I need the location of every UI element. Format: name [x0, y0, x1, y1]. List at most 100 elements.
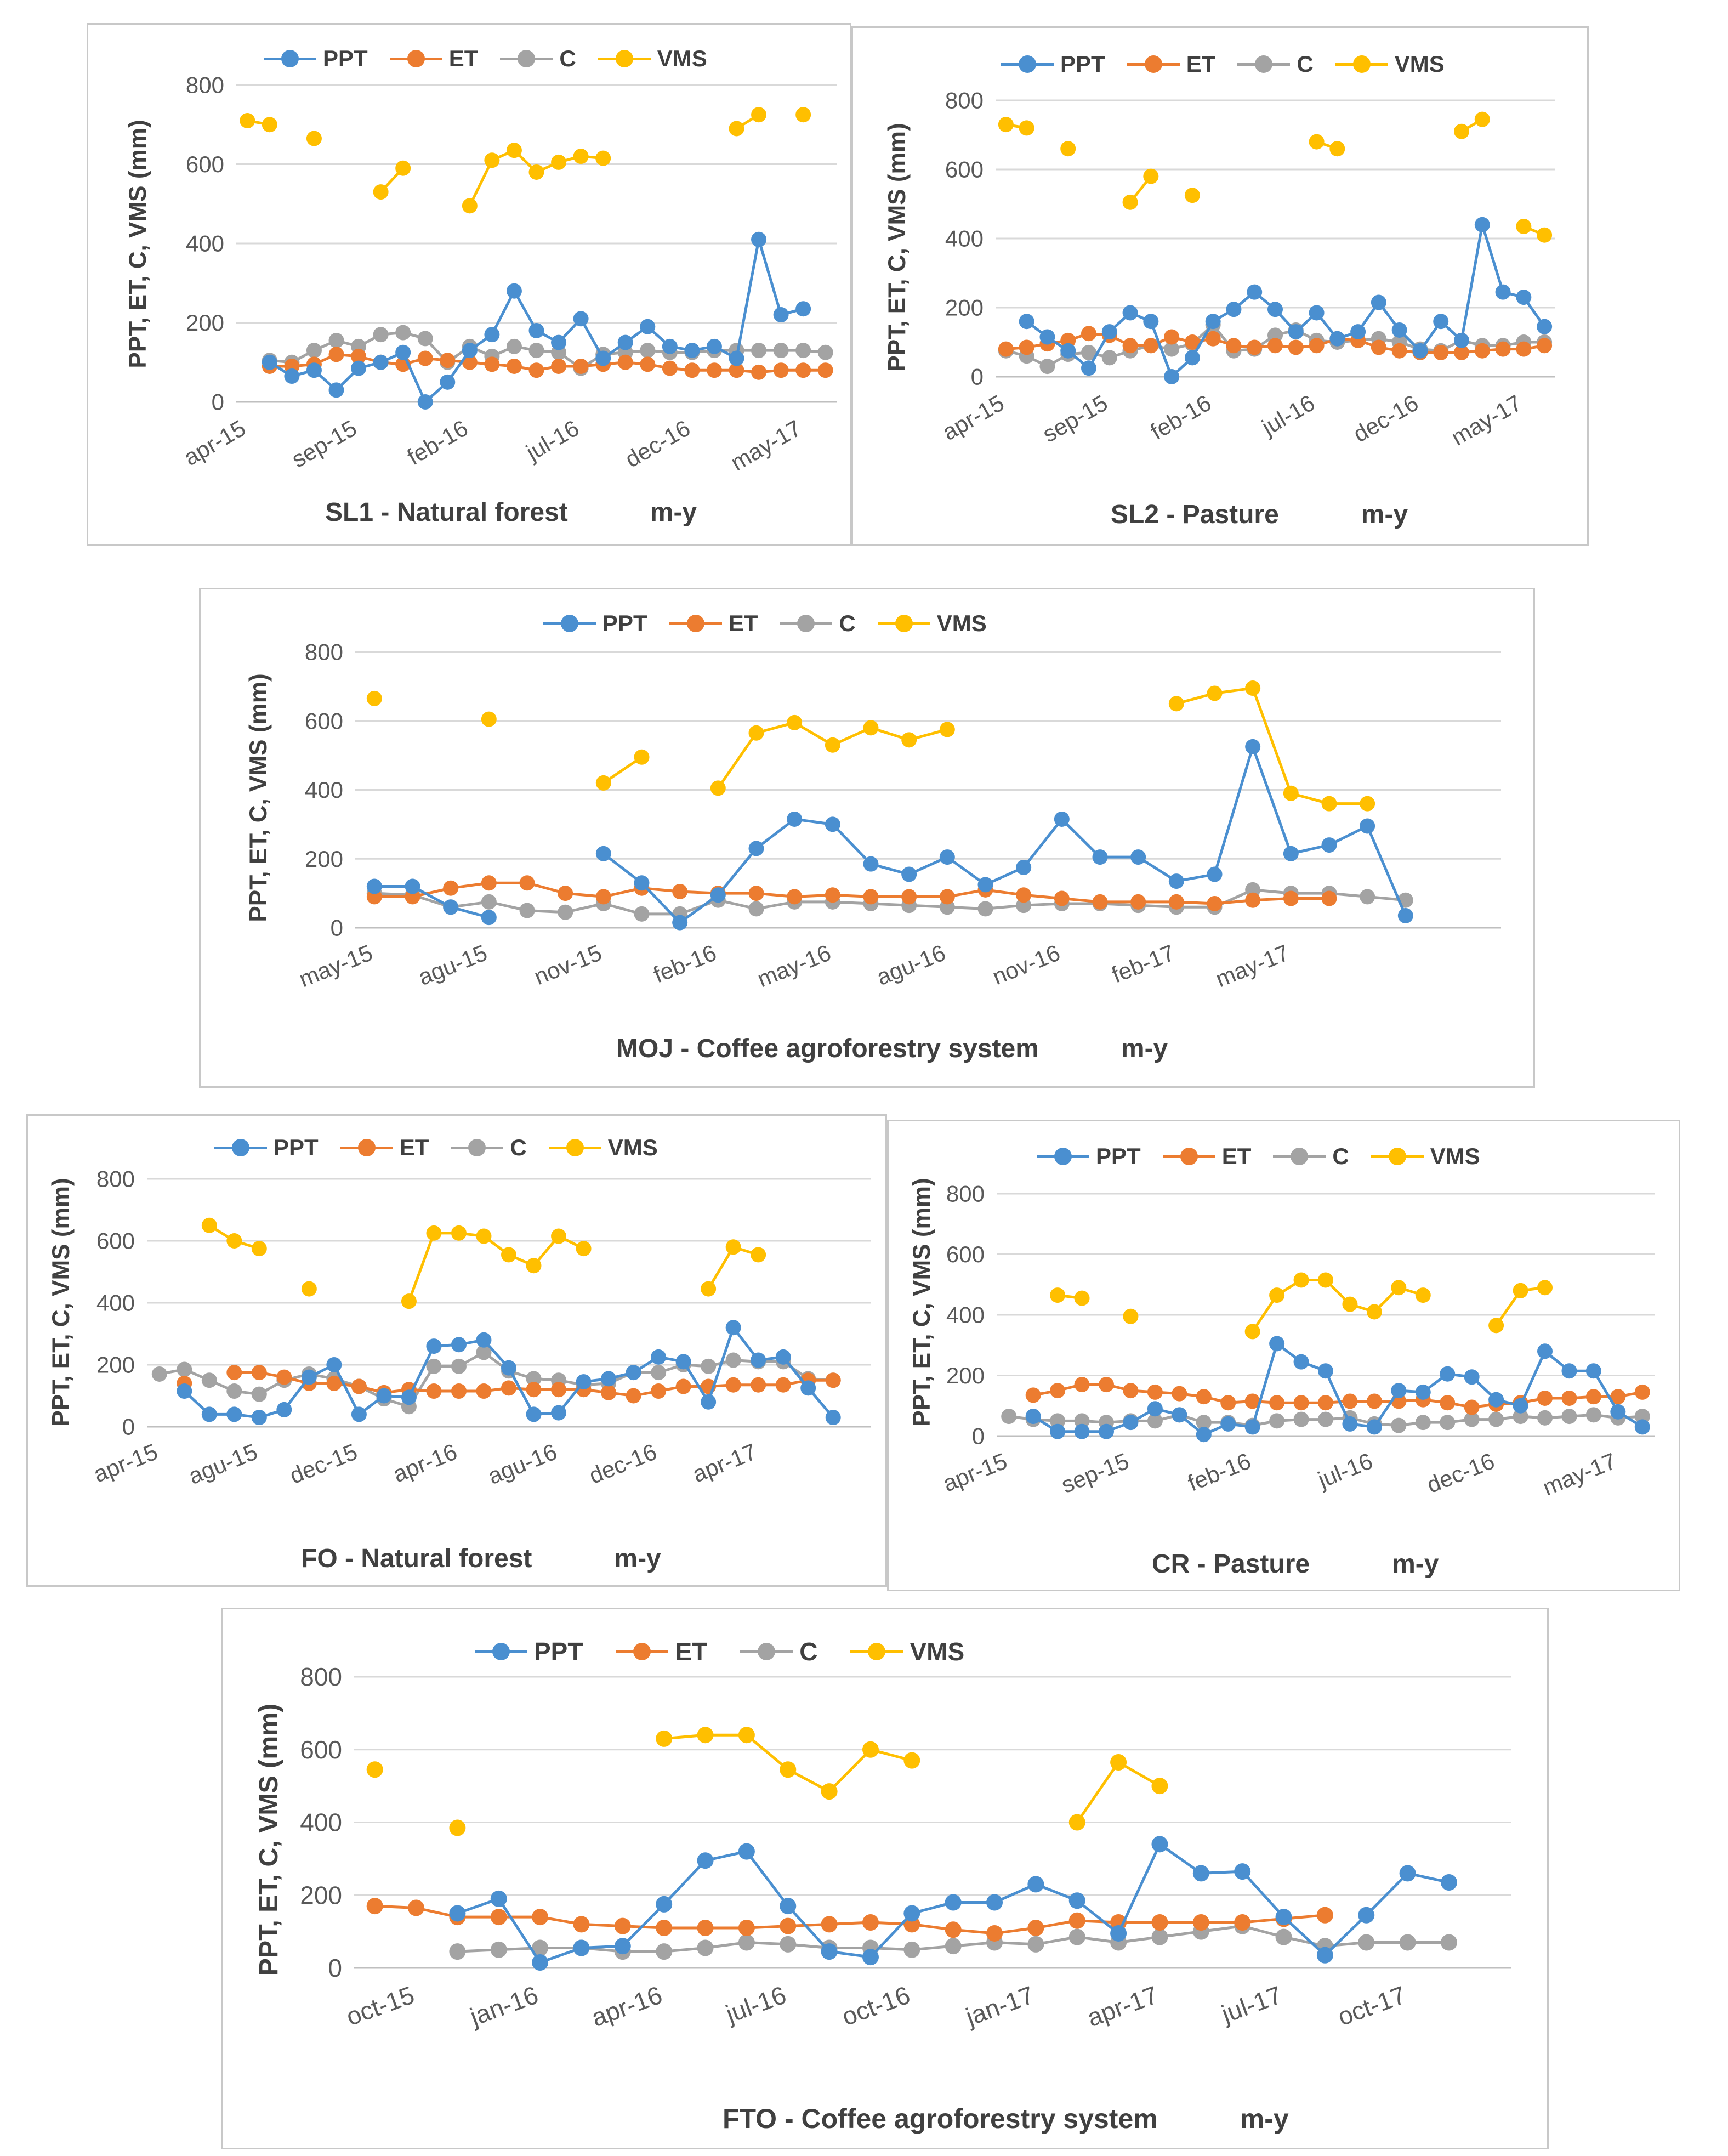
point-vms — [576, 1241, 592, 1257]
legend-item-ppt: PPT — [214, 1134, 319, 1161]
point-vms — [697, 1727, 714, 1744]
point-ppt — [675, 1354, 691, 1370]
point-c — [1634, 1409, 1650, 1425]
point-ppt — [684, 343, 700, 359]
point-c — [1147, 1413, 1163, 1429]
point-ppt — [821, 1943, 838, 1960]
point-ppt — [1399, 1865, 1416, 1882]
point-ppt — [751, 231, 767, 247]
x-tick-label: dec-16 — [1349, 390, 1423, 447]
point-vms — [738, 1727, 755, 1744]
point-et — [1123, 1383, 1139, 1399]
point-et — [490, 1909, 507, 1926]
y-tick-label: 600 — [186, 151, 224, 177]
point-c — [417, 331, 433, 347]
point-ppt — [1537, 1343, 1553, 1359]
point-ppt — [301, 1369, 317, 1385]
point-c — [656, 1943, 673, 1960]
legend-label-vms: VMS — [1394, 51, 1445, 77]
point-vms — [1068, 1814, 1085, 1831]
legend-swatch-ppt — [543, 615, 596, 632]
point-et — [1151, 1914, 1168, 1931]
y-tick-label: 800 — [186, 72, 224, 98]
point-ppt — [1147, 1401, 1163, 1417]
legend-item-et: ET — [616, 1637, 707, 1666]
y-tick-label: 400 — [946, 1302, 985, 1328]
point-et — [862, 1914, 879, 1931]
point-c — [1391, 1417, 1407, 1433]
point-ppt — [1099, 1423, 1114, 1439]
y-tick-label: 800 — [946, 1181, 985, 1207]
point-c — [1101, 350, 1117, 366]
y-tick-label: 600 — [96, 1228, 135, 1254]
point-et — [863, 889, 879, 905]
point-c — [449, 1943, 466, 1960]
point-et — [787, 889, 803, 905]
panel-sl2: PPT ET C VMS 0 200 400 600 800 apr-15 sep-15 fe… — [851, 26, 1589, 546]
point-et — [1016, 887, 1032, 903]
point-ppt — [773, 307, 789, 323]
point-et — [528, 362, 544, 378]
point-et — [1537, 338, 1553, 354]
point-ppt — [1164, 369, 1180, 384]
legend-item-vms: VMS — [548, 1134, 658, 1161]
point-c — [558, 904, 573, 920]
y-axis-label: PPT, ET, C, VMS (mm) — [884, 123, 911, 371]
point-ppt — [634, 875, 650, 891]
x-tick-label: sep-15 — [1038, 390, 1112, 447]
point-et — [1245, 892, 1261, 908]
point-c — [697, 1939, 714, 1956]
point-c — [532, 1939, 549, 1956]
panel-cr: PPT ET C VMS 0 200 400 600 800 apr-15 sep-15 fe… — [887, 1120, 1680, 1591]
point-vms — [306, 131, 322, 146]
point-vms — [551, 1228, 567, 1244]
point-ppt — [1060, 343, 1076, 359]
legend-item-c: C — [1237, 51, 1314, 77]
point-ppt — [1318, 1363, 1333, 1379]
point-c — [1561, 1409, 1577, 1425]
point-vms — [373, 184, 389, 200]
point-vms — [1537, 227, 1553, 243]
point-vms — [366, 1761, 383, 1778]
x-tick-label: sep-15 — [1058, 1448, 1133, 1498]
y-tick-label: 400 — [305, 777, 343, 803]
series-line-ppt — [602, 745, 1407, 924]
point-vms — [462, 198, 478, 214]
legend-item-et: ET — [389, 46, 478, 72]
legend-fto: PPT ET C VMS — [475, 1637, 964, 1666]
x-tick-label: jul-16 — [1257, 390, 1319, 441]
point-c — [1275, 1928, 1292, 1945]
point-ppt — [1561, 1363, 1577, 1379]
y-tick-label: 400 — [945, 226, 984, 252]
legend-label-vms: VMS — [607, 1134, 658, 1160]
legend-swatch-c — [1237, 55, 1291, 73]
point-et — [1054, 890, 1070, 906]
legend-swatch-vms — [877, 615, 930, 632]
point-vms — [451, 1225, 467, 1241]
x-tick-label: apr-15 — [939, 1448, 1010, 1496]
legend-label-ppt: PPT — [1060, 51, 1105, 77]
point-ppt — [449, 1905, 466, 1922]
x-axis-label: m-y — [1240, 2103, 1289, 2134]
x-tick-label: feb-16 — [650, 939, 720, 988]
point-ppt — [1172, 1407, 1187, 1423]
point-et — [351, 348, 367, 364]
legend-label-vms: VMS — [936, 610, 987, 636]
point-vms — [939, 722, 955, 737]
point-ppt — [1634, 1419, 1650, 1435]
point-ppt — [405, 878, 420, 894]
point-ppt — [656, 1896, 673, 1913]
legend-swatch-ppt — [264, 50, 316, 67]
point-vms — [780, 1761, 797, 1778]
y-tick-label: 200 — [186, 310, 224, 336]
point-vms — [595, 150, 611, 166]
point-ppt — [1081, 360, 1096, 376]
x-tick-label: dec-15 — [286, 1438, 361, 1489]
point-ppt — [1412, 343, 1428, 359]
y-axis-label: PPT, ET, C, VMS (mm) — [48, 1178, 75, 1426]
legend-label-ppt: PPT — [274, 1134, 319, 1160]
point-ppt — [551, 1405, 567, 1421]
point-et — [558, 886, 573, 901]
point-et — [656, 1919, 673, 1936]
